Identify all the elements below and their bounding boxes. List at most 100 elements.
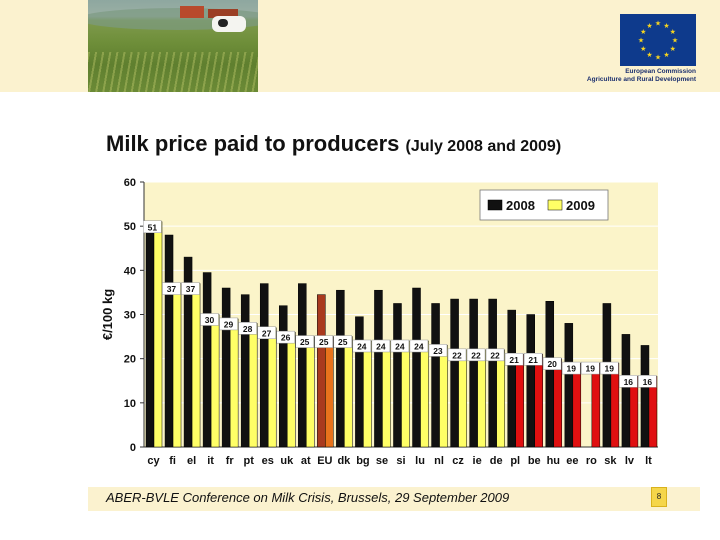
bar-2008 xyxy=(298,283,307,448)
page-number: 8 xyxy=(651,487,667,507)
bar-chart: 0 10 20 30 40 50 60 €/100 kg 51 cy 37 fi 37 el 30 it 29 f… xyxy=(100,177,658,467)
x-tick-label: lt xyxy=(645,455,652,467)
y-tick-label: 30 xyxy=(124,310,136,322)
data-label-box xyxy=(352,339,372,353)
eu-star-icon: ★ xyxy=(638,37,644,45)
data-label-box xyxy=(409,339,429,353)
bar-2009 xyxy=(210,314,220,448)
legend-swatch-2008 xyxy=(487,199,503,211)
bar-2009 xyxy=(420,340,429,448)
data-label-box xyxy=(162,282,181,295)
bar-2008 xyxy=(259,283,269,448)
eu-star-icon: ★ xyxy=(655,54,661,62)
eu-star-icon: ★ xyxy=(663,22,669,30)
data-label-box xyxy=(219,317,238,331)
org-line-1: European Commission xyxy=(625,68,696,75)
x-tick-label: lu xyxy=(415,455,425,467)
bar-2008 xyxy=(164,234,174,448)
bar-2009 xyxy=(306,336,315,448)
data-label-2009: 37 xyxy=(167,284,177,294)
bar-2008 xyxy=(488,298,497,448)
x-tick-label: dk xyxy=(337,455,351,467)
data-label-2009: 28 xyxy=(243,324,253,334)
bar-2009 xyxy=(572,362,582,448)
bar-2008 xyxy=(221,287,231,448)
eu-star-icon: ★ xyxy=(646,51,652,59)
data-label-2009: 27 xyxy=(262,328,272,338)
data-label-box xyxy=(619,375,638,388)
eu-star-icon: ★ xyxy=(655,20,661,28)
data-label-2009: 16 xyxy=(624,377,634,387)
cows-photo xyxy=(88,0,258,92)
data-label-2009: 23 xyxy=(433,346,443,356)
bar-2009 xyxy=(439,345,448,448)
x-tick-label: cz xyxy=(452,455,464,467)
data-label-box xyxy=(276,330,295,344)
data-label-box xyxy=(371,339,391,353)
footer-text: ABER-BVLE Conference on Milk Crisis, Bru… xyxy=(106,490,510,505)
x-tick-label: es xyxy=(262,455,274,467)
bar-2008 xyxy=(355,316,364,448)
data-label-2009: 51 xyxy=(148,222,158,232)
bar-2008 xyxy=(336,289,345,448)
data-label-box xyxy=(504,353,524,366)
legend-swatch-2009 xyxy=(547,199,563,211)
data-label-2009: 19 xyxy=(586,364,596,374)
title-main: Milk price paid to producers xyxy=(106,131,400,156)
bar-2008 xyxy=(526,314,535,448)
x-tick-label: EU xyxy=(317,455,332,467)
x-tick-label: pl xyxy=(510,455,520,467)
bar-2008 xyxy=(602,303,612,448)
x-tick-label: el xyxy=(187,455,196,467)
data-label-2009: 24 xyxy=(395,342,405,352)
data-label-2009: 29 xyxy=(224,319,234,329)
y-tick-label: 40 xyxy=(124,265,136,277)
x-tick-label: sk xyxy=(604,455,617,467)
x-tick-label: nl xyxy=(434,455,444,467)
eu-star-icon: ★ xyxy=(640,28,646,36)
x-tick-label: cy xyxy=(147,455,160,467)
data-label-2009: 25 xyxy=(300,337,310,347)
data-label-2009: 24 xyxy=(414,342,424,352)
data-label-2009: 22 xyxy=(490,350,500,360)
eu-star-icon: ★ xyxy=(672,37,678,45)
x-tick-label: se xyxy=(376,455,388,467)
slide-title: Milk price paid to producers (July 2008 … xyxy=(106,131,561,157)
bar-2009 xyxy=(153,221,163,448)
data-label-box xyxy=(638,375,657,388)
bar-2009 xyxy=(382,340,391,448)
data-label-box xyxy=(523,353,543,366)
x-tick-label: at xyxy=(301,455,311,467)
data-label-box xyxy=(257,326,276,339)
bar-2008 xyxy=(564,323,574,448)
data-label-2009: 37 xyxy=(186,284,196,294)
bar-2008 xyxy=(507,309,516,448)
eu-flag-logo: ★★★★★★★★★ ★ ★★ xyxy=(620,14,696,66)
eu-star-icon: ★ xyxy=(646,22,652,30)
bar-2009 xyxy=(591,362,601,448)
eu-star-icon: ★ xyxy=(670,45,676,53)
bar-2009 xyxy=(191,283,201,448)
data-label-2009: 21 xyxy=(528,355,538,365)
data-label-box xyxy=(447,348,467,362)
x-tick-label: pt xyxy=(244,455,255,467)
x-tick-label: uk xyxy=(280,455,294,467)
data-label-box xyxy=(485,348,505,362)
bar-2008 xyxy=(469,298,478,448)
bar-2008 xyxy=(374,289,383,448)
bar-2008 xyxy=(621,334,631,448)
bar-2009 xyxy=(496,349,505,448)
bar-2009 xyxy=(344,336,353,448)
x-tick-label: si xyxy=(396,455,405,467)
y-tick-label: 60 xyxy=(124,177,136,189)
data-label-box xyxy=(314,335,333,348)
data-label-2009: 22 xyxy=(452,350,462,360)
bar-2008 xyxy=(202,272,212,448)
legend-label-2009: 2009 xyxy=(566,198,595,213)
y-tick-label: 20 xyxy=(124,354,136,366)
data-label-box xyxy=(561,361,581,375)
bar-2008 xyxy=(317,294,326,448)
eu-caption: European Commission Agriculture and Rura… xyxy=(580,68,696,84)
eu-star-icon: ★ xyxy=(663,51,669,59)
data-label-2009: 26 xyxy=(281,333,291,343)
